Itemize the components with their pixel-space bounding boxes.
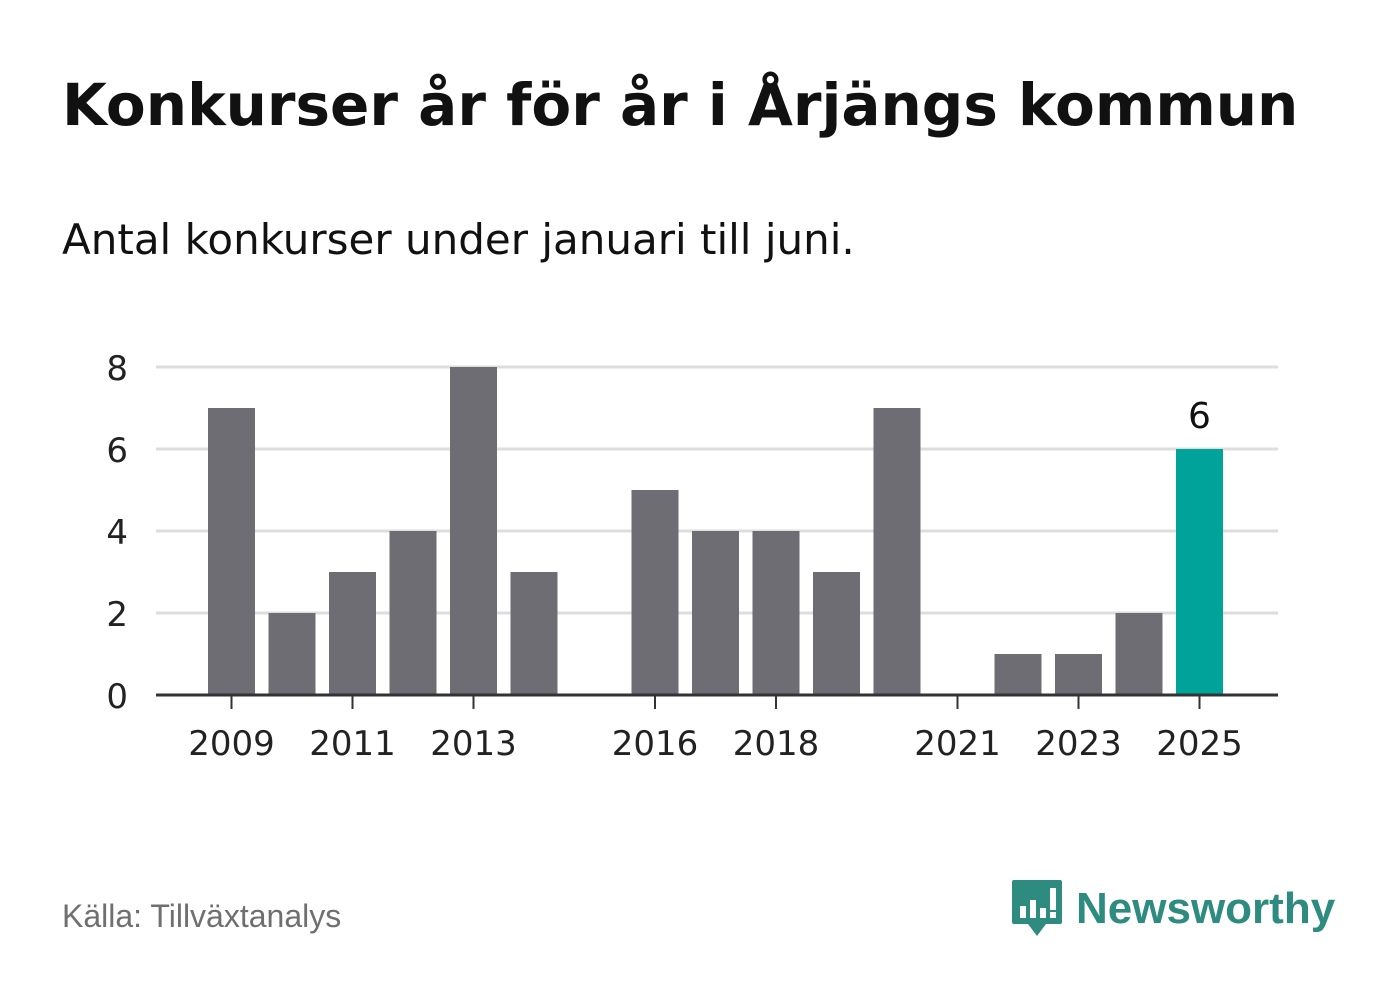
bar-2018 <box>752 531 800 695</box>
bar-2024 <box>1115 613 1163 695</box>
bars <box>208 367 1223 695</box>
bar-2012 <box>389 531 437 695</box>
x-tick-label: 2013 <box>430 724 517 764</box>
x-tick-label: 2023 <box>1035 724 1122 764</box>
source-note: Källa: Tillväxtanalys <box>62 898 342 934</box>
y-tick-label: 4 <box>106 513 128 553</box>
bar-2011 <box>329 572 376 695</box>
bar-2009 <box>208 408 255 695</box>
bar-2023 <box>1055 654 1102 695</box>
bar-2020 <box>873 408 921 695</box>
chart-title: Konkurser år för år i Årjängs kommun <box>62 71 1299 139</box>
data-label-2025: 6 <box>1188 396 1211 437</box>
bar-2025 <box>1176 449 1223 695</box>
bar-2016 <box>631 490 679 695</box>
labels: 6 <box>1188 396 1211 437</box>
bar-2017 <box>692 531 739 695</box>
y-tick-label: 6 <box>106 431 128 471</box>
bar-2022 <box>994 654 1042 695</box>
brand-name: Newsworthy <box>1076 884 1336 933</box>
brand-logo: Newsworthy <box>1010 878 1335 940</box>
x-tick-label: 2018 <box>733 724 820 764</box>
y-tick-label: 8 <box>106 349 128 389</box>
axes: 0 2 4 6 8 2009 2011 2013 2016 2018 2021 2023 2025 <box>106 349 1278 764</box>
bar-2019 <box>813 572 860 695</box>
x-tick-label: 2021 <box>914 724 1001 764</box>
x-tick-label: 2011 <box>309 724 396 764</box>
x-tick-label: 2016 <box>612 724 699 764</box>
x-tick-label: 2025 <box>1156 724 1243 764</box>
bar-2010 <box>268 613 316 695</box>
bar-2013 <box>450 367 497 695</box>
bar-2014 <box>510 572 558 695</box>
y-tick-label: 2 <box>106 595 128 635</box>
y-tick-label: 0 <box>106 677 128 717</box>
x-tick-label: 2009 <box>188 724 275 764</box>
chart-subtitle: Antal konkurser under januari till juni. <box>62 215 855 264</box>
bar-chart-speech-bubble-icon <box>1012 880 1062 936</box>
